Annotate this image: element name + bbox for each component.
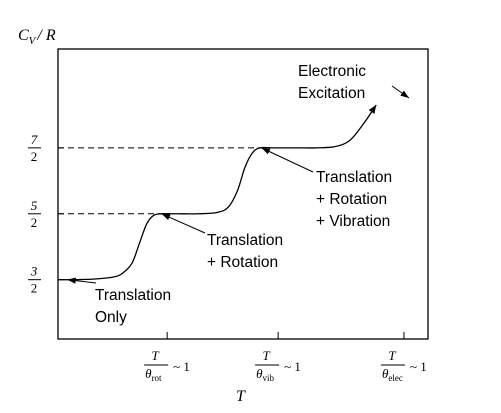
arrow-head — [262, 148, 271, 154]
x-axis-label: T — [236, 388, 246, 405]
annotation-line: + Rotation — [316, 191, 387, 208]
annotation: Translation + Rotation + Vibration — [316, 169, 392, 230]
arrow-head — [67, 278, 76, 284]
arrow-shaft — [262, 148, 314, 172]
y-tick-numerator: 5 — [31, 198, 38, 213]
arrow-head — [162, 214, 171, 220]
y-tick-denominator: 2 — [31, 215, 38, 230]
annotation-line: + Rotation — [207, 254, 278, 271]
curve-end-arrowhead — [369, 105, 377, 114]
annotation-arrow — [67, 278, 96, 284]
annotation-arrow — [262, 148, 314, 172]
annotation-arrow — [162, 214, 205, 233]
annotation-line: Only — [95, 309, 127, 326]
annotation-line: Electronic — [298, 63, 366, 80]
x-tick-tail: ~ 1 — [173, 359, 190, 374]
x-tick-tail: ~ 1 — [284, 359, 301, 374]
x-tick-denominator: θvib — [256, 366, 274, 383]
annotation-line: Translation — [95, 287, 171, 304]
x-tick-tail: ~ 1 — [410, 359, 427, 374]
annotation: Translation + Rotation — [207, 232, 283, 271]
annotation-line: Translation — [207, 232, 283, 249]
y-tick-numerator: 3 — [30, 264, 38, 279]
x-tick-denominator: θelec — [382, 366, 403, 383]
annotation-line: Translation — [316, 169, 392, 186]
x-tick-numerator: T — [263, 348, 271, 363]
y-tick-numerator: 7 — [31, 132, 38, 147]
arrow-head — [400, 91, 409, 98]
x-tick-numerator: T — [388, 348, 396, 363]
annotation-line: Excitation — [298, 85, 365, 102]
y-tick-denominator: 2 — [31, 281, 38, 296]
annotation-arrow — [392, 86, 409, 98]
annotation: Electronic Excitation — [298, 63, 366, 102]
x-tick-numerator: T — [152, 348, 160, 363]
y-axis-label: CV / R — [18, 27, 56, 47]
dashed-reference-lines — [58, 148, 265, 214]
annotation: Translation Only — [95, 287, 171, 326]
annotation-line: + Vibration — [316, 213, 390, 230]
y-tick-denominator: 2 — [31, 149, 38, 164]
x-tick-denominator: θrot — [145, 366, 162, 383]
